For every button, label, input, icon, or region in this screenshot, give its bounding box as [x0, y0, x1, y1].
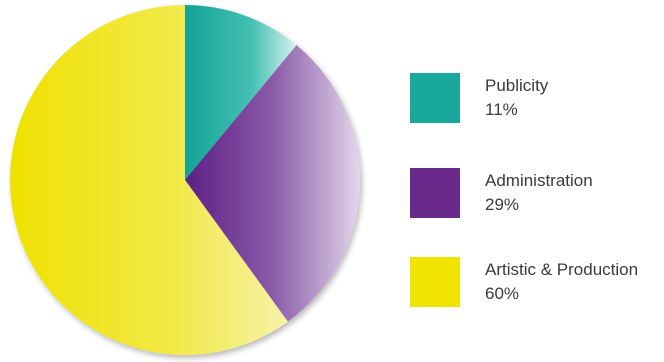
- legend-item-artistic-production: Artistic & Production 60%: [410, 257, 660, 307]
- pie-slice-publicity: [185, 5, 297, 180]
- pie-slice-administration: [185, 45, 360, 322]
- legend-value: 60%: [485, 284, 520, 303]
- legend-label: Publicity: [485, 76, 549, 95]
- legend-label: Administration: [485, 171, 593, 190]
- pie-slice-artistic-production: [9, 5, 288, 355]
- legend-label: Artistic & Production: [485, 260, 639, 279]
- legend-value: 29%: [485, 195, 520, 214]
- legend-swatch-administration: [410, 168, 460, 218]
- legend-value: 11%: [485, 100, 518, 119]
- pie-chart: [9, 5, 360, 355]
- legend-item-administration: Administration 29%: [410, 168, 660, 218]
- legend-swatch-artistic-production: [410, 257, 460, 307]
- legend-swatch-publicity: [410, 73, 460, 123]
- legend-item-publicity: Publicity 11%: [410, 73, 660, 123]
